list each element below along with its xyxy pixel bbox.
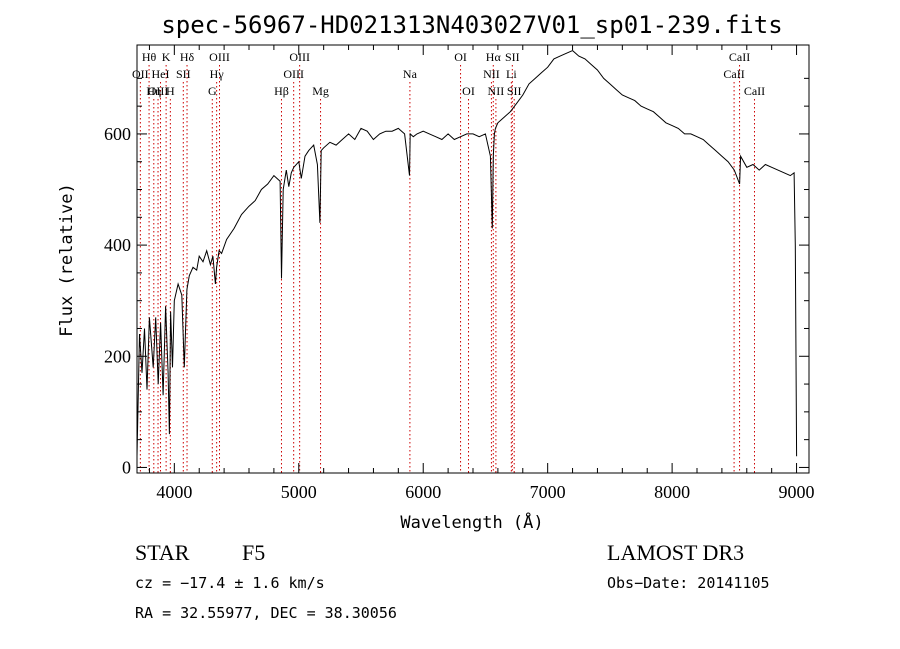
- ra-dec: RA = 32.55977, DEC = 38.30056: [135, 604, 397, 622]
- line-marker-label: Li: [506, 67, 517, 81]
- object-class: STAR: [135, 540, 190, 565]
- y-axis: 0 200 400 600: [104, 77, 809, 477]
- x-tick-label: 7000: [530, 482, 566, 502]
- line-marker-label: CaII: [729, 50, 750, 64]
- line-marker-label: Hγ: [210, 67, 225, 81]
- line-marker-label: K: [162, 50, 171, 64]
- spectrum-line: [136, 50, 798, 457]
- line-marker-label: Hθ: [142, 50, 157, 64]
- line-marker-label: H: [166, 84, 175, 98]
- x-tick-label: 5000: [281, 482, 317, 502]
- line-marker-label: Hβ: [274, 84, 289, 98]
- x-axis-label: Wavelength (Å): [400, 511, 543, 533]
- line-marker-label: SII: [176, 67, 191, 81]
- line-marker-label: OIII: [209, 50, 230, 64]
- x-tick-label: 6000: [405, 482, 441, 502]
- chart-title: spec-56967-HD021313N403027V01_sp01-239.f…: [161, 11, 782, 39]
- spectral-line-markers: [139, 65, 755, 473]
- line-marker-label: OI: [462, 84, 475, 98]
- line-marker-label: Hα: [486, 50, 502, 64]
- line-marker-label: SII: [507, 84, 522, 98]
- line-marker-label: SII: [505, 50, 520, 64]
- line-marker-label: G: [208, 84, 217, 98]
- plot-frame: [136, 44, 810, 474]
- obs-date: Obs−Date: 20141105: [607, 574, 770, 592]
- x-tick-label: 4000: [156, 482, 192, 502]
- redshift-cz: cz = −17.4 ± 1.6 km/s: [135, 574, 325, 592]
- object-subclass: F5: [242, 540, 265, 565]
- line-marker-label: OIII: [283, 67, 304, 81]
- line-marker-label: OIII: [148, 84, 169, 98]
- y-tick-label: 600: [104, 124, 131, 144]
- line-marker-label: Mg: [312, 84, 329, 98]
- line-marker-label: OI: [454, 50, 467, 64]
- line-marker-label: Hδ: [180, 50, 195, 64]
- survey-name: LAMOST DR3: [607, 540, 744, 565]
- line-marker-label: NII: [488, 84, 505, 98]
- line-marker-label: OII: [132, 67, 149, 81]
- y-tick-label: 400: [104, 235, 131, 255]
- line-marker-label: OIII: [289, 50, 310, 64]
- y-tick-label: 200: [104, 346, 131, 366]
- line-marker-label: CaII: [744, 84, 765, 98]
- x-tick-label: 8000: [654, 482, 690, 502]
- line-marker-label: NII: [483, 67, 500, 81]
- y-tick-label: 0: [122, 457, 131, 477]
- x-axis: 4000 5000 6000 7000 8000 9000: [148, 45, 815, 502]
- line-marker-label: Na: [403, 67, 418, 81]
- line-marker-label: HeI: [152, 67, 170, 81]
- line-marker-label: Hη: [146, 84, 161, 98]
- x-tick-label: 9000: [779, 482, 815, 502]
- line-marker-label: CaII: [723, 67, 744, 81]
- y-axis-label: Flux (relative): [57, 183, 77, 337]
